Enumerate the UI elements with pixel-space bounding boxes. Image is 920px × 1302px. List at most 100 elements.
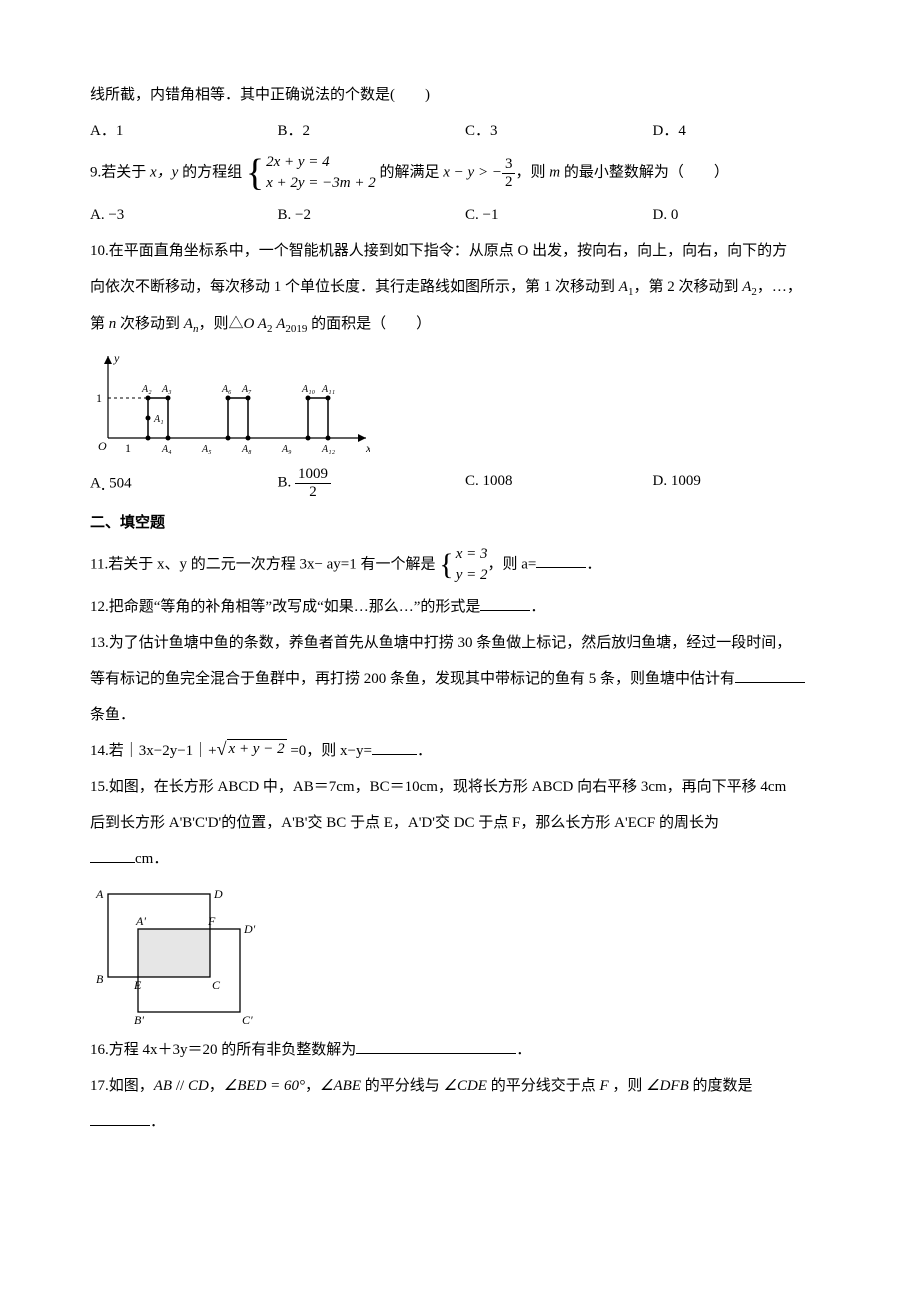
q17-F: F [599,1078,608,1094]
q11-c: ． [586,556,601,572]
q10-options: A. 504 B. 10092 C. 1008 D. 1009 [90,466,840,502]
q10-path-diagram: O11yxA₂A₃A₆A₇A₁₀A₁₁A₁A₄A₅A₈A₉A₁₂ [90,348,370,458]
q12-blank [480,596,530,611]
q11-blank [536,553,586,568]
svg-text:B: B [96,972,104,986]
q11-b: ，则 a= [487,556,536,572]
q10-OA2: O A [243,316,266,332]
sqrt-icon: √x + y − 2 [217,739,287,758]
q10-optB-frac: 10092 [295,466,331,500]
q9-frac: 32 [502,156,516,190]
q17-c: ， [305,1078,320,1094]
svg-text:y: y [113,351,120,365]
q16: 16.方程 4x＋3y＝20 的所有非负整数解为 ． [90,1035,840,1065]
q14-sqrt: x + y − 2 [227,739,287,758]
q10-An: A [184,316,193,332]
q17-ang1: ∠BED = 60° [224,1078,305,1094]
q15-diagram: ADBCA'FD'EB'C' [90,882,840,1027]
svg-text:A: A [95,887,104,901]
section-fill-header: 二、填空题 [90,508,840,538]
q10-opt-b: B. 10092 [278,466,466,502]
q10-l3: 第 n 次移动到 An，则△O A2 A2019 的面积是（ ） [90,309,840,340]
svg-text:A₈: A₈ [241,444,252,455]
q10-A2019: A [276,316,285,332]
q13-l3: 条鱼． [90,700,840,730]
q14-b: =0，则 x−y= [287,743,372,759]
svg-text:x: x [365,441,370,455]
q9-eq2: x + 2y = −3m + 2 [266,175,376,191]
q17-blank [90,1111,150,1126]
q16-blank [356,1039,516,1054]
svg-text:C': C' [242,1013,253,1027]
q13-blank [735,668,805,683]
q10-l2: 向依次不断移动，每次移动 1 个单位长度．其行走路线如图所示，第 1 次移动到 … [90,272,840,303]
q9-opt-b: B. −2 [278,200,466,230]
q15-l3t: cm． [135,851,168,867]
q17-ab: AB [154,1078,172,1094]
q13-l2a: 等有标记的鱼完全混合于鱼群中，再打捞 200 条鱼，发现其中带标记的鱼有 5 条… [90,671,735,687]
q8-tail-text: 线所截，内错角相等．其中正确说法的个数是( ) [90,87,430,103]
q10-optB-pre: B. [278,474,292,490]
q10-l3a: 第 [90,316,109,332]
q14: 14.若｜3x−2y−1｜+√x + y − 2 =0，则 x−y= ． [90,736,840,766]
q9-options: A. −3 B. −2 C. −1 D. 0 [90,200,840,230]
q17: 17.如图，AB // CD，∠BED = 60°，∠ABE 的平分线与 ∠CD… [90,1071,840,1101]
q14-c: ． [417,743,432,759]
svg-text:1: 1 [96,391,102,405]
q10-optA-val: 504 [109,475,132,491]
svg-text:F: F [207,914,216,928]
q9-opt-c: C. −1 [465,200,653,230]
svg-text:A₁₂: A₁₂ [321,444,336,455]
q14-a: 14.若｜3x−2y−1｜+ [90,743,217,759]
q11-a: 11.若关于 x、y 的二元一次方程 3x− ay=1 有一个解是 [90,556,436,572]
q14-blank [372,740,417,755]
svg-text:A': A' [135,914,146,928]
q15-l1: 15.如图，在长方形 ABCD 中，AB＝7cm，BC＝10cm，现将长方形 A… [90,772,840,802]
q10-l3c: ，则△ [198,316,243,332]
q8-opt-d: D．4 [653,116,841,146]
q8-opt-b: B．2 [278,116,466,146]
q10-l3b: 次移动到 [116,316,184,332]
q11-eq1: x = 3 [456,546,488,562]
q11-sys-body: x = 3 y = 2 [456,544,488,586]
svg-text:E: E [133,978,142,992]
q12-b: ． [530,599,545,615]
q17-ang3: ∠CDE [444,1078,487,1094]
q10-A1: A [619,279,628,295]
svg-text:A₃: A₃ [161,384,172,395]
q17-g: 的度数是 [689,1078,753,1094]
svg-text:A₅: A₅ [201,444,212,455]
svg-text:A₁: A₁ [153,414,164,425]
q17-e: 的平分线交于点 [487,1078,600,1094]
svg-text:A₄: A₄ [161,444,172,455]
q17-h: ． [150,1114,165,1130]
q12-a: 12.把命题“等角的补角相等”改写成“如果…那么…”的形式是 [90,599,480,615]
q9-system: { 2x + y = 4 x + 2y = −3m + 2 [246,152,376,194]
svg-text:D: D [213,887,223,901]
q10-l2b: ，第 2 次移动到 [633,279,742,295]
q16-a: 16.方程 4x＋3y＝20 的所有非负整数解为 [90,1042,356,1058]
q9-cond: x − y > − [443,164,502,180]
q9-mid4: 的最小整数解为（ ） [560,164,729,180]
q17-ang4: ∠DFB [646,1078,689,1094]
q9-xy: x，y [150,164,178,180]
q9-prefix: 9.若关于 [90,164,150,180]
q8-opt-c: C．3 [465,116,653,146]
q15-l3: cm． [90,844,840,874]
q10-l3d: 的面积是（ ） [307,316,431,332]
q9-opt-a: A. −3 [90,200,278,230]
q11-sys: { x = 3 y = 2 [439,544,487,586]
q13-l1: 13.为了估计鱼塘中鱼的条数，养鱼者首先从鱼塘中打捞 30 条鱼做上标记，然后放… [90,628,840,658]
q10-A2: A [742,279,751,295]
q15-blank [90,848,135,863]
q8-options: A．1 B．2 C．3 D．4 [90,116,840,146]
q9-eq1: 2x + y = 4 [266,154,330,170]
q16-b: ． [516,1042,531,1058]
q17-f: ，则 [609,1078,647,1094]
q9-m: m [549,164,560,180]
q10-opt-d: D. 1009 [653,466,841,502]
q15-l2: 后到长方形 A'B'C'D'的位置，A'B'交 BC 于点 E，A'D'交 DC… [90,808,840,838]
q9-frac-num: 3 [502,156,516,174]
q10-l2c: ，…， [757,279,802,295]
svg-text:A₉: A₉ [281,444,292,455]
